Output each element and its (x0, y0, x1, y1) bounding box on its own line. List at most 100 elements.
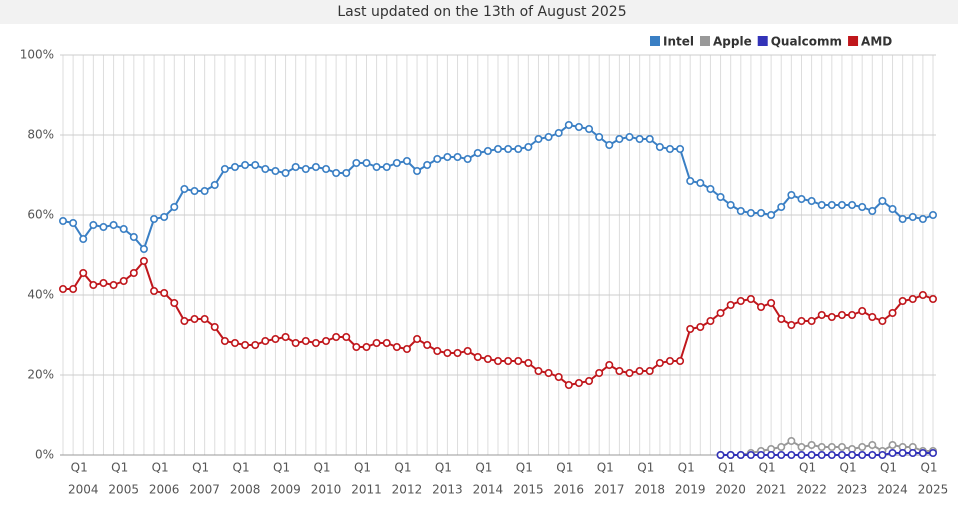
point (99, 278, 108, 287)
point (858, 442, 867, 451)
year-label: 2004 (68, 483, 99, 497)
point (807, 197, 816, 206)
point (524, 358, 533, 367)
point (524, 143, 533, 152)
point (888, 205, 897, 214)
point (817, 442, 826, 451)
point (241, 340, 250, 349)
title-bar (0, 0, 958, 24)
point (210, 322, 219, 331)
year-label: 2017 (594, 483, 625, 497)
point (595, 368, 604, 377)
point (848, 201, 857, 210)
x-tick-label: Q1 (840, 461, 857, 475)
point (797, 442, 806, 451)
point (271, 334, 280, 343)
point (574, 378, 583, 387)
point (301, 336, 310, 345)
point (767, 298, 776, 307)
point (918, 215, 927, 224)
year-label: 2012 (392, 483, 423, 497)
point (746, 450, 755, 459)
point (190, 314, 199, 323)
point (514, 356, 523, 365)
point (139, 256, 148, 265)
x-tick-label: Q1 (880, 461, 897, 475)
point (281, 332, 290, 341)
x-tick-label: Q1 (475, 461, 492, 475)
legend-swatch (650, 36, 660, 46)
point (322, 336, 331, 345)
point (220, 336, 229, 345)
point (69, 284, 78, 293)
legend-label: Qualcomm (771, 35, 842, 49)
point (767, 450, 776, 459)
point (129, 268, 138, 277)
year-label: 2025 (918, 483, 949, 497)
point (625, 368, 634, 377)
legend-label: AMD (861, 35, 892, 49)
point (332, 332, 341, 341)
point (787, 450, 796, 459)
point (757, 302, 766, 311)
year-label: 2009 (270, 483, 301, 497)
point (777, 203, 786, 212)
point (241, 161, 250, 170)
point (89, 280, 98, 289)
point (858, 450, 867, 459)
point (483, 354, 492, 363)
point (635, 135, 644, 144)
year-label: 2024 (877, 483, 908, 497)
point (585, 376, 594, 385)
point (908, 448, 917, 457)
point (605, 141, 614, 150)
point (413, 334, 422, 343)
point (918, 290, 927, 299)
x-tick-label: Q1 (111, 461, 128, 475)
point (868, 207, 877, 216)
point (109, 280, 118, 289)
point (58, 284, 67, 293)
point (372, 163, 381, 172)
point (392, 159, 401, 168)
point (58, 217, 67, 226)
year-label: 2005 (108, 483, 139, 497)
series-line (720, 452, 933, 456)
x-tick-label: Q1 (273, 461, 290, 475)
point (787, 191, 796, 200)
point (716, 450, 725, 459)
point (544, 133, 553, 142)
year-label: 2015 (513, 483, 544, 497)
point (625, 133, 634, 142)
point (453, 348, 462, 357)
point (585, 125, 594, 134)
point (807, 450, 816, 459)
point (837, 450, 846, 459)
point (615, 366, 624, 375)
point (655, 143, 664, 152)
point (928, 448, 937, 457)
point (89, 221, 98, 230)
point (109, 221, 118, 230)
point (928, 211, 937, 220)
legend-swatch (700, 36, 710, 46)
point (79, 268, 88, 277)
point (827, 312, 836, 321)
point (564, 380, 573, 389)
point (868, 440, 877, 449)
point (898, 296, 907, 305)
year-label: 2016 (554, 483, 585, 497)
series-line (720, 439, 933, 456)
point (230, 338, 239, 347)
x-tick-label: Q1 (233, 461, 250, 475)
point (665, 145, 674, 154)
year-label: 2022 (796, 483, 827, 497)
point (423, 340, 432, 349)
point (928, 294, 937, 303)
y-tick-label: 20% (27, 368, 54, 382)
point (797, 316, 806, 325)
point (767, 211, 776, 220)
point (827, 201, 836, 210)
point (696, 322, 705, 331)
